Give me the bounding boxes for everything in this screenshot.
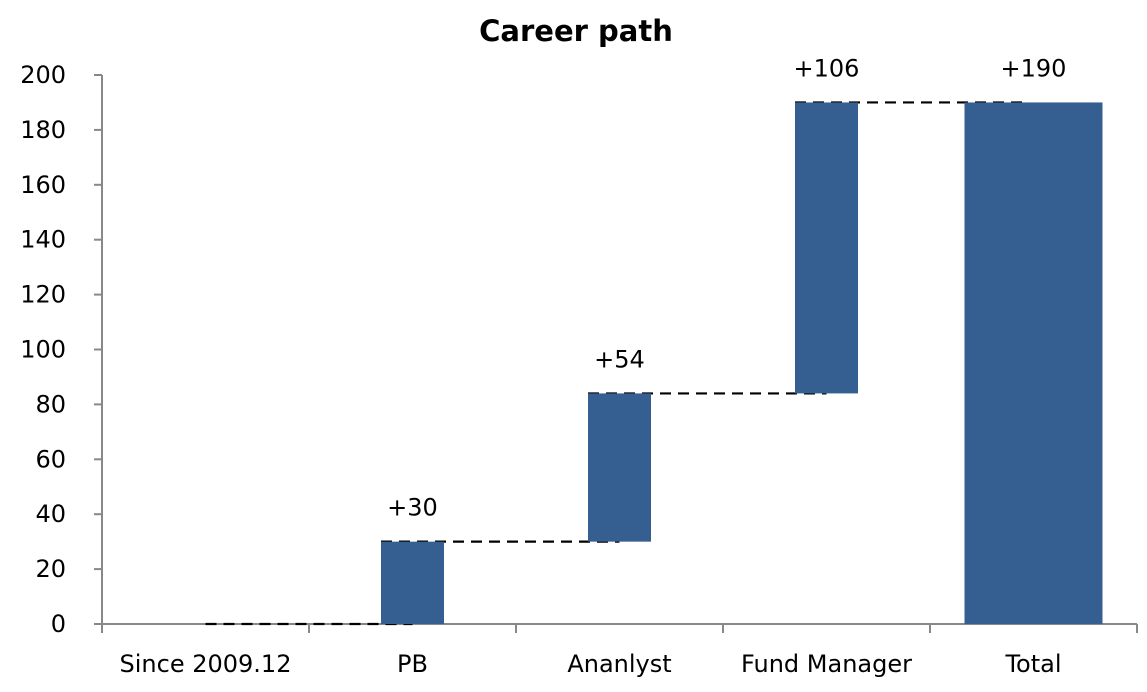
y-tick-label: 120 <box>20 281 66 309</box>
bar-fund-manager <box>795 102 858 394</box>
y-tick-label: 160 <box>20 171 66 199</box>
y-tick-label: 40 <box>35 500 66 528</box>
y-tick-label: 80 <box>35 390 66 418</box>
data-label: +30 <box>387 494 438 522</box>
bars <box>381 102 1103 624</box>
x-tick-label: PB <box>397 650 428 678</box>
y-tick-label: 20 <box>35 555 66 583</box>
x-tick-label: Fund Manager <box>741 650 912 678</box>
x-tick-label: Total <box>1004 650 1061 678</box>
y-tick-label: 200 <box>20 61 66 89</box>
chart-title: Career path <box>479 14 673 48</box>
data-label: +190 <box>1001 54 1067 82</box>
data-label: +106 <box>794 54 860 82</box>
bar-ananlyst <box>588 393 651 542</box>
y-tick-label: 180 <box>20 116 66 144</box>
y-axis: 0 20 40 60 80 100 120 140 160 180 200 <box>20 61 103 638</box>
y-tick-label: 60 <box>35 445 66 473</box>
bar-pb <box>381 541 444 624</box>
y-tick-label: 100 <box>20 336 66 364</box>
y-tick-label: 0 <box>51 610 66 638</box>
x-axis: Since 2009.12 PB Ananlyst Fund Manager Total <box>101 623 1138 678</box>
x-tick-label: Ananlyst <box>567 650 671 678</box>
data-label: +54 <box>594 345 645 373</box>
x-tick-label: Since 2009.12 <box>120 650 292 678</box>
data-labels: +30 +54 +106 +190 <box>387 54 1066 521</box>
y-tick-label: 140 <box>20 226 66 254</box>
bar-total <box>964 102 1103 624</box>
